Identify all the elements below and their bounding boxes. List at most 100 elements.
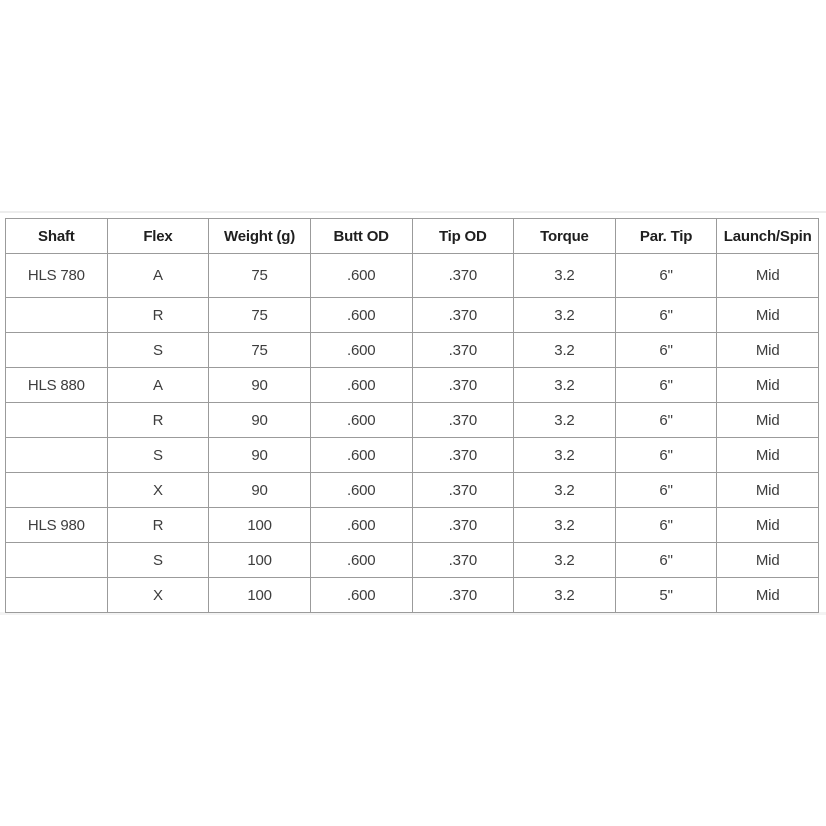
table-row: HLS 780 A 75.600.370 3.2 6" Mid <box>5 253 819 298</box>
table-row: R 90.600.370 3.2 6" Mid <box>5 402 819 438</box>
table-cell: R <box>106 507 210 543</box>
shaft-spec-table: Shaft Flex Weight (g) Butt OD Tip OD Torque Pa… <box>5 218 819 613</box>
column-header-torque: Torque <box>513 218 616 254</box>
column-header-par-tip: Par. Tip <box>614 218 718 254</box>
table-cell <box>5 332 108 368</box>
table-cell: 6" <box>614 332 718 368</box>
table-cell: Mid <box>716 332 819 368</box>
table-cell: 90 <box>208 437 311 473</box>
table-cell: 90 <box>208 367 311 403</box>
table-cell: 3.2 <box>513 507 616 543</box>
table-cell: HLS 780 <box>5 253 108 298</box>
table-cell: 75 <box>208 253 311 298</box>
table-cell: 75 <box>208 297 311 333</box>
table-cell: 6" <box>614 437 718 473</box>
table-cell: .600 <box>309 367 413 403</box>
table-cell: 3.2 <box>513 542 616 578</box>
table-cell: Mid <box>716 253 819 298</box>
table-cell: .600 <box>309 542 413 578</box>
table-cell: A <box>106 367 210 403</box>
column-header-weight-g-: Weight (g) <box>208 218 311 254</box>
table-cell: .600 <box>309 472 413 508</box>
table-cell: Mid <box>716 297 819 333</box>
table-cell: .600 <box>309 402 413 438</box>
table-row: HLS 980 R 100.600.370 3.2 6" Mid <box>5 507 819 543</box>
column-header-butt-od: Butt OD <box>309 218 413 254</box>
table-cell <box>5 577 108 613</box>
table-cell: 90 <box>208 402 311 438</box>
table-cell: 5" <box>614 577 718 613</box>
table-cell <box>5 402 108 438</box>
table-cell: HLS 880 <box>5 367 108 403</box>
table-cell: 6" <box>614 367 718 403</box>
table-cell: .600 <box>309 297 413 333</box>
table-cell <box>5 297 108 333</box>
table-cell: S <box>106 437 210 473</box>
table-cell: S <box>106 542 210 578</box>
table-cell: .600 <box>309 437 413 473</box>
table-cell: 3.2 <box>513 253 616 298</box>
table-cell <box>5 542 108 578</box>
shaft-spec-table-container: Shaft Flex Weight (g) Butt OD Tip OD Torque Pa… <box>5 218 819 613</box>
table-cell: R <box>106 402 210 438</box>
table-cell: 3.2 <box>513 402 616 438</box>
table-cell: .370 <box>411 367 515 403</box>
table-cell: 6" <box>614 253 718 298</box>
table-cell: .370 <box>411 297 515 333</box>
table-cell: 3.2 <box>513 577 616 613</box>
column-header-launch-spin: Launch/Spin <box>716 218 819 254</box>
table-cell: S <box>106 332 210 368</box>
table-row: S 100.600.370 3.2 6" Mid <box>5 542 819 578</box>
table-cell: 6" <box>614 402 718 438</box>
faint-horizontal-band-bottom <box>0 612 826 615</box>
table-cell <box>5 437 108 473</box>
table-cell: 75 <box>208 332 311 368</box>
table-cell: .370 <box>411 332 515 368</box>
table-cell: .600 <box>309 507 413 543</box>
table-cell: Mid <box>716 472 819 508</box>
table-cell: 3.2 <box>513 472 616 508</box>
table-cell: 3.2 <box>513 332 616 368</box>
table-cell: 90 <box>208 472 311 508</box>
table-cell: Mid <box>716 437 819 473</box>
table-cell: .600 <box>309 332 413 368</box>
table-cell: 100 <box>208 542 311 578</box>
table-cell: Mid <box>716 542 819 578</box>
table-cell: .370 <box>411 577 515 613</box>
table-cell: 3.2 <box>513 437 616 473</box>
table-row: S 90.600.370 3.2 6" Mid <box>5 437 819 473</box>
table-cell: .600 <box>309 253 413 298</box>
table-cell: 100 <box>208 507 311 543</box>
table-cell: 3.2 <box>513 367 616 403</box>
table-cell: Mid <box>716 507 819 543</box>
column-header-tip-od: Tip OD <box>411 218 515 254</box>
table-cell: 6" <box>614 472 718 508</box>
table-cell: X <box>106 472 210 508</box>
table-row: S 75.600.370 3.2 6" Mid <box>5 332 819 368</box>
table-cell: .370 <box>411 253 515 298</box>
table-cell: 100 <box>208 577 311 613</box>
table-cell: 3.2 <box>513 297 616 333</box>
table-cell: A <box>106 253 210 298</box>
table-row: X 90.600.370 3.2 6" Mid <box>5 472 819 508</box>
column-header-flex: Flex <box>106 218 210 254</box>
table-cell: X <box>106 577 210 613</box>
table-cell: HLS 980 <box>5 507 108 543</box>
table-cell: Mid <box>716 402 819 438</box>
table-cell: Mid <box>716 367 819 403</box>
table-row: X 100.600.370 3.2 5" Mid <box>5 577 819 613</box>
table-cell: 6" <box>614 297 718 333</box>
column-header-shaft: Shaft <box>5 218 108 254</box>
table-cell: R <box>106 297 210 333</box>
table-body: HLS 780 A 75.600.370 3.2 6" Mid R 75.600.370 3.2… <box>5 253 819 613</box>
table-cell: .370 <box>411 402 515 438</box>
table-cell: .370 <box>411 542 515 578</box>
table-cell: .370 <box>411 507 515 543</box>
faint-horizontal-band-top <box>0 211 826 213</box>
table-cell: 6" <box>614 542 718 578</box>
table-row: HLS 880 A 90.600.370 3.2 6" Mid <box>5 367 819 403</box>
table-cell: Mid <box>716 577 819 613</box>
table-cell: .370 <box>411 472 515 508</box>
table-cell: .600 <box>309 577 413 613</box>
